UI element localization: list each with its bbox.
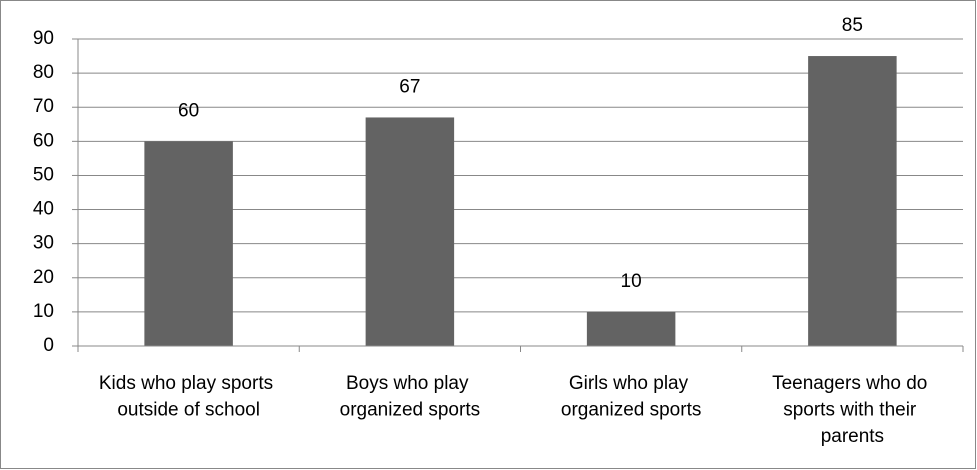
y-tick-label: 40 [33,199,54,220]
x-tick-label: Girls who play organized sports [561,373,701,421]
y-tick-label: 0 [43,335,54,356]
bar [365,117,455,346]
y-tick-label: 60 [33,130,54,151]
bar [808,56,897,347]
x-tick-label: Kids who play sports outside of school [99,373,279,421]
x-tick-label: Boys who play organized sports [340,373,480,421]
y-tick-label: 70 [33,96,54,117]
y-tick-label: 80 [33,62,54,83]
x-tick-label: Teenagers who do sports with their paren… [772,373,933,447]
data-label: 10 [621,271,642,292]
y-tick-label: 90 [33,28,54,49]
data-label: 85 [842,15,863,36]
y-tick-label: 10 [33,301,54,322]
bar [144,141,233,346]
y-tick-label: 30 [33,233,54,254]
y-tick-label: 50 [33,164,54,185]
y-tick-label: 20 [33,267,54,288]
bar [586,311,676,346]
data-label: 67 [399,76,420,97]
data-label: 60 [178,100,199,121]
